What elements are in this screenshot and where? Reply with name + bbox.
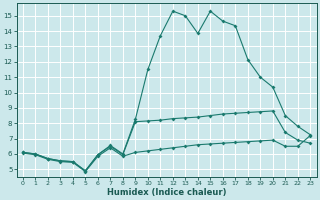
X-axis label: Humidex (Indice chaleur): Humidex (Indice chaleur) [107, 188, 226, 197]
